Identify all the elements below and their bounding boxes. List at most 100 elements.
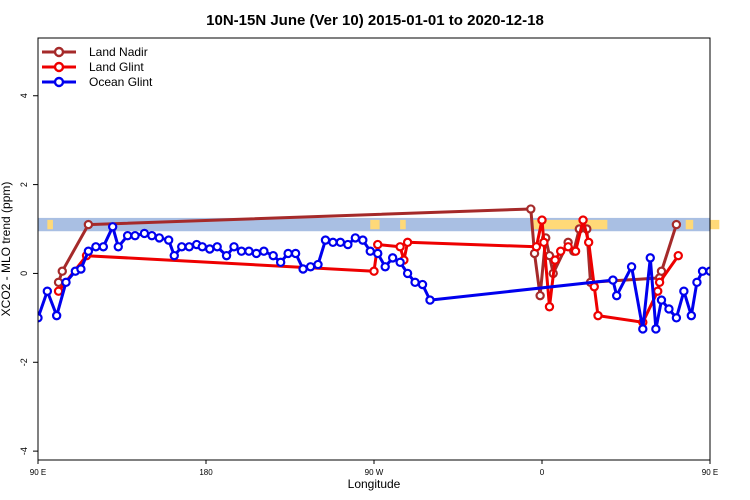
legend-marker <box>53 76 65 88</box>
data-point <box>259 246 269 256</box>
data-point <box>283 248 293 259</box>
data-point <box>626 262 637 272</box>
data-point <box>555 246 566 256</box>
data-point <box>714 248 721 255</box>
data-point <box>51 310 62 321</box>
data-point <box>98 242 109 252</box>
data-point <box>656 295 667 305</box>
x-axis: 90 E 180 90 W 0 90 E <box>30 460 718 477</box>
data-point <box>53 277 64 288</box>
data-point <box>654 277 665 288</box>
band-highlight <box>370 219 380 230</box>
data-point <box>147 230 157 241</box>
data-point <box>154 233 165 243</box>
x-axis-title: Longitude <box>348 477 401 491</box>
data-point <box>638 324 648 334</box>
data-point <box>395 242 405 252</box>
data-point <box>205 244 215 254</box>
x-tick-label: 90 W <box>365 468 384 477</box>
data-point <box>651 324 661 334</box>
data-point <box>539 237 549 248</box>
data-point <box>671 219 682 230</box>
y-tick-label: -2 <box>19 358 29 366</box>
data-point <box>328 237 338 248</box>
data-point <box>705 266 710 276</box>
band-highlight <box>400 219 406 230</box>
data-point <box>425 295 435 305</box>
data-point <box>335 237 346 248</box>
y-tick-label: -4 <box>19 447 29 455</box>
data-point <box>83 219 94 230</box>
data-point <box>721 245 728 252</box>
data-point <box>531 242 542 252</box>
data-point <box>169 250 179 261</box>
data-point <box>373 239 383 250</box>
data-point <box>91 242 101 252</box>
data-point <box>113 242 123 252</box>
data-point <box>570 246 581 256</box>
series-ocean-glint <box>38 222 736 334</box>
data-point <box>387 253 398 263</box>
data-point <box>298 264 308 274</box>
data-point <box>177 242 187 252</box>
data-point <box>550 255 560 265</box>
data-point <box>656 266 667 276</box>
data-point <box>251 248 262 259</box>
data-point <box>686 310 697 321</box>
data-point <box>184 242 194 252</box>
data-point <box>417 279 428 290</box>
data-point <box>402 237 413 248</box>
data-point <box>350 233 361 243</box>
legend-label: Ocean Glint <box>89 75 153 89</box>
data-point <box>608 275 618 285</box>
data-point <box>526 204 536 214</box>
data-point <box>679 286 689 296</box>
data-point <box>365 246 375 256</box>
y-tick-label: 0 <box>19 271 29 276</box>
x-tick-label: 90 E <box>702 468 718 477</box>
reference-band <box>38 217 720 232</box>
data-point <box>373 248 383 259</box>
data-point <box>130 230 140 241</box>
series-layer <box>38 204 736 334</box>
y-axis-title: XCO2 - MLO trend (ppm) <box>0 182 13 317</box>
data-point <box>410 277 420 288</box>
data-point <box>305 262 316 272</box>
data-point <box>53 286 64 296</box>
data-point <box>589 282 599 292</box>
data-point <box>275 257 286 268</box>
data-point <box>537 215 547 225</box>
data-point <box>244 246 254 256</box>
data-point <box>611 290 622 301</box>
data-point <box>163 235 174 245</box>
data-point <box>729 243 736 250</box>
y-axis: -4 -2 0 2 4 <box>19 93 38 455</box>
data-point <box>664 304 674 314</box>
data-point <box>395 257 405 268</box>
legend-label: Land Nadir <box>89 45 148 59</box>
x-tick-label: 0 <box>540 468 545 477</box>
data-point <box>369 266 379 276</box>
data-point <box>535 290 545 301</box>
data-point <box>563 242 573 252</box>
y-tick-label: 2 <box>19 182 29 187</box>
series-land-glint <box>53 215 683 327</box>
data-point <box>692 277 702 288</box>
data-point <box>61 277 71 288</box>
legend-marker <box>53 61 65 73</box>
legend-marker <box>53 46 65 58</box>
data-point <box>212 242 222 252</box>
data-point <box>122 230 133 241</box>
data-point <box>76 264 86 274</box>
data-point <box>57 266 67 276</box>
data-point <box>380 262 390 272</box>
data-point <box>671 313 682 323</box>
band-highlight <box>47 219 53 230</box>
data-point <box>107 222 118 232</box>
data-point <box>673 250 683 261</box>
data-point <box>139 228 150 239</box>
data-point <box>42 286 53 296</box>
band-highlight <box>685 219 694 230</box>
data-point <box>402 268 413 279</box>
